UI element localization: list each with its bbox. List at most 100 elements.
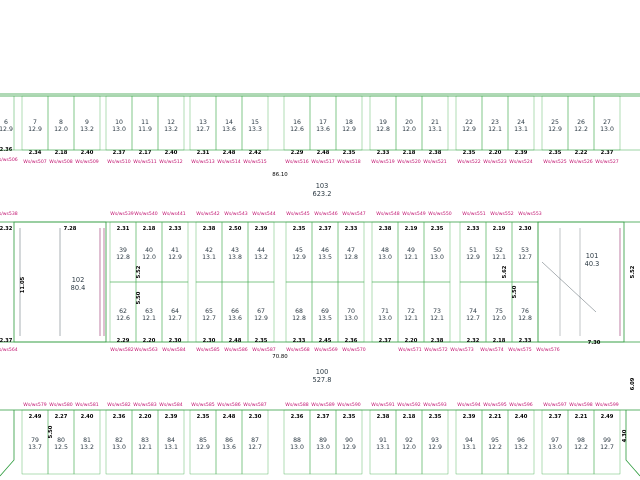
- workstation-label: Ws/ws507: [23, 159, 46, 165]
- workstation-label: Ws/ws542: [196, 211, 219, 217]
- unit-number: 49: [407, 247, 415, 254]
- unit-dimension: 2.37: [379, 338, 392, 344]
- workstation-label: Ws/ws592: [397, 402, 420, 408]
- unit-dimension: 2.49: [29, 414, 42, 420]
- unit-dimension: 2.20: [489, 150, 502, 156]
- unit-area: 13.8: [228, 254, 242, 261]
- unit-cell: [337, 281, 365, 343]
- unit-area: 13.1: [376, 444, 390, 451]
- unit-dimension: 2.33: [519, 338, 532, 344]
- unit-area: 12.1: [404, 254, 418, 261]
- workstation-label: Ws/ws527: [595, 159, 618, 165]
- room-102-area: 80.4: [71, 284, 86, 292]
- workstation-label: Ws/ws545: [286, 211, 309, 217]
- unit-number: 40: [145, 247, 153, 254]
- corridor-top-length: 86.10: [272, 172, 288, 178]
- workstation-label: Ws/ws441: [162, 211, 185, 217]
- unit-area: 12.2: [574, 444, 588, 451]
- unit-number: 7: [33, 119, 37, 126]
- unit-number: 41: [171, 247, 179, 254]
- unit-area: 12.9: [254, 315, 268, 322]
- unit-number: 64: [171, 308, 179, 315]
- unit-number: 44: [257, 247, 265, 254]
- unit-number: 10: [115, 119, 123, 126]
- unit-dimension: 2.18: [403, 150, 416, 156]
- workstation-label: Ws/ws549: [402, 211, 425, 217]
- unit-area: 12.9: [28, 126, 42, 133]
- workstation-label: Ws/ws597: [543, 402, 566, 408]
- unit-dimension: 2.49: [601, 414, 614, 420]
- unit-number: 81: [83, 437, 91, 444]
- workstation-label: Ws/ws586: [217, 402, 240, 408]
- unit-number: 43: [231, 247, 239, 254]
- unit-dimension: 2.18: [55, 150, 68, 156]
- workstation-label: Ws/ws585: [191, 402, 214, 408]
- unit-area: 13.2: [254, 254, 268, 261]
- unit-area: 12.2: [574, 126, 588, 133]
- workstation-label: Ws/ws574: [480, 347, 503, 353]
- unit-number: 24: [517, 119, 525, 126]
- unit-area: 13.0: [430, 254, 444, 261]
- unit-number: 23: [491, 119, 499, 126]
- unit-number: 93: [431, 437, 439, 444]
- workstation-label: Ws/ws550: [428, 211, 451, 217]
- unit-dimension: 2.21: [575, 414, 588, 420]
- workstation-label: Ws/ws540: [134, 211, 157, 217]
- workstation-label: Ws/ws515: [243, 159, 266, 165]
- unit-number: 90: [345, 437, 353, 444]
- unit-number: 12: [167, 119, 175, 126]
- unit-area: 12.7: [518, 254, 532, 261]
- unit-dimension: 2.20: [405, 338, 418, 344]
- workstation-label: Ws/ws522: [457, 159, 480, 165]
- unit-number: 51: [469, 247, 477, 254]
- unit-area: 12.9: [342, 444, 356, 451]
- unit-dimension: 2.17: [139, 150, 152, 156]
- unit-dimension: 2.48: [223, 414, 236, 420]
- workstation-label: Ws/ws543: [224, 211, 247, 217]
- unit-area: 12.6: [116, 315, 130, 322]
- workstation-label: Ws/ws584: [162, 347, 185, 353]
- unit-area: 12.9: [168, 254, 182, 261]
- unit-dimension: 2.33: [345, 226, 358, 232]
- workstation-label: Ws/ws510: [107, 159, 130, 165]
- workstation-label: Ws/ws570: [342, 347, 365, 353]
- unit-area: 13.0: [600, 126, 614, 133]
- unit-area: 13.1: [462, 444, 476, 451]
- unit-area: 13.0: [548, 444, 562, 451]
- unit-dimension: 2.18: [143, 226, 156, 232]
- unit-number: 82: [115, 437, 123, 444]
- unit-dimension: 2.29: [291, 150, 304, 156]
- unit-cell: [241, 409, 269, 475]
- unit-number: 79: [31, 437, 39, 444]
- unit-number: 69: [321, 308, 329, 315]
- mid-dim-c: 5.62: [502, 265, 508, 278]
- workstation-label: Ws/ws598: [569, 402, 592, 408]
- unit-number: 18: [345, 119, 353, 126]
- corridor-top-number: 103: [316, 182, 329, 190]
- unit-dimension: 2.35: [343, 150, 356, 156]
- workstation-label: Ws/ws508: [49, 159, 72, 165]
- unit-dimension: 2.29: [117, 338, 130, 344]
- unit-number: 92: [405, 437, 413, 444]
- workstation-label: Ws/ws591: [371, 402, 394, 408]
- unit-number: 68: [295, 308, 303, 315]
- unit-number: 99: [603, 437, 611, 444]
- unit-area: 12.0: [492, 315, 506, 322]
- mid-dim-d: 5.50: [512, 285, 518, 298]
- unit-dimension: 2.19: [493, 226, 506, 232]
- unit-number: 73: [433, 308, 441, 315]
- workstation-label: Ws/ws564: [0, 347, 18, 353]
- workstation-label: Ws/ws595: [483, 402, 506, 408]
- unit-number: 25: [551, 119, 559, 126]
- unit-number: 42: [205, 247, 213, 254]
- unit-dimension: 2.32: [0, 226, 13, 232]
- unit-area: 13.0: [378, 315, 392, 322]
- unit-dimension: 2.39: [463, 414, 476, 420]
- unit-number: 84: [167, 437, 175, 444]
- unit-area: 13.1: [202, 254, 216, 261]
- unit-cell: [73, 409, 101, 475]
- unit-area: 12.7: [466, 315, 480, 322]
- workstation-label: Ws/ws596: [509, 402, 532, 408]
- unit-dimension: 2.36: [291, 414, 304, 420]
